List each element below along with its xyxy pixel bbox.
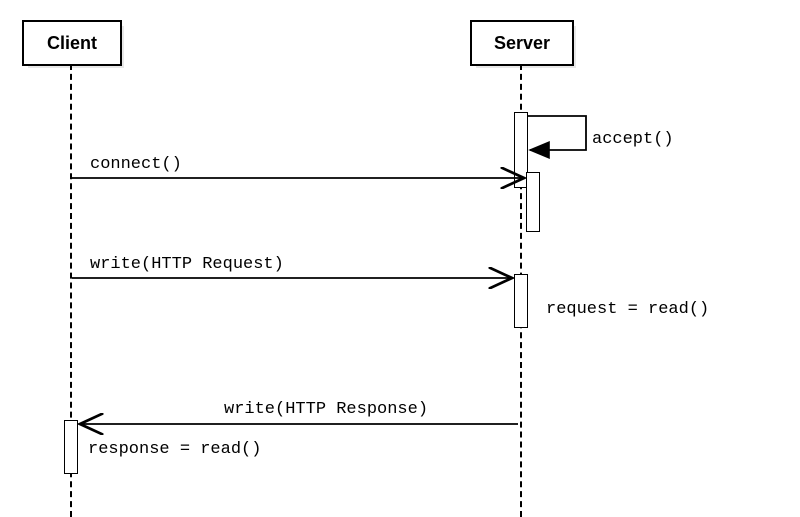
label-connect: connect() xyxy=(90,155,182,174)
participant-client-label: Client xyxy=(47,33,97,54)
activation-client-read xyxy=(64,420,78,474)
participant-server-label: Server xyxy=(494,33,550,54)
participant-client: Client xyxy=(22,20,122,66)
label-request-read: request = read() xyxy=(546,300,709,319)
label-response-read: response = read() xyxy=(88,440,261,459)
label-accept: accept() xyxy=(592,130,674,149)
label-write-response: write(HTTP Response) xyxy=(224,400,428,419)
participant-server: Server xyxy=(470,20,574,66)
arrow-accept xyxy=(528,116,586,150)
label-write-request: write(HTTP Request) xyxy=(90,255,284,274)
activation-server-read xyxy=(514,274,528,328)
activation-server-connect xyxy=(526,172,540,232)
sequence-diagram: Client Server accept() connect() write(H… xyxy=(0,0,800,517)
